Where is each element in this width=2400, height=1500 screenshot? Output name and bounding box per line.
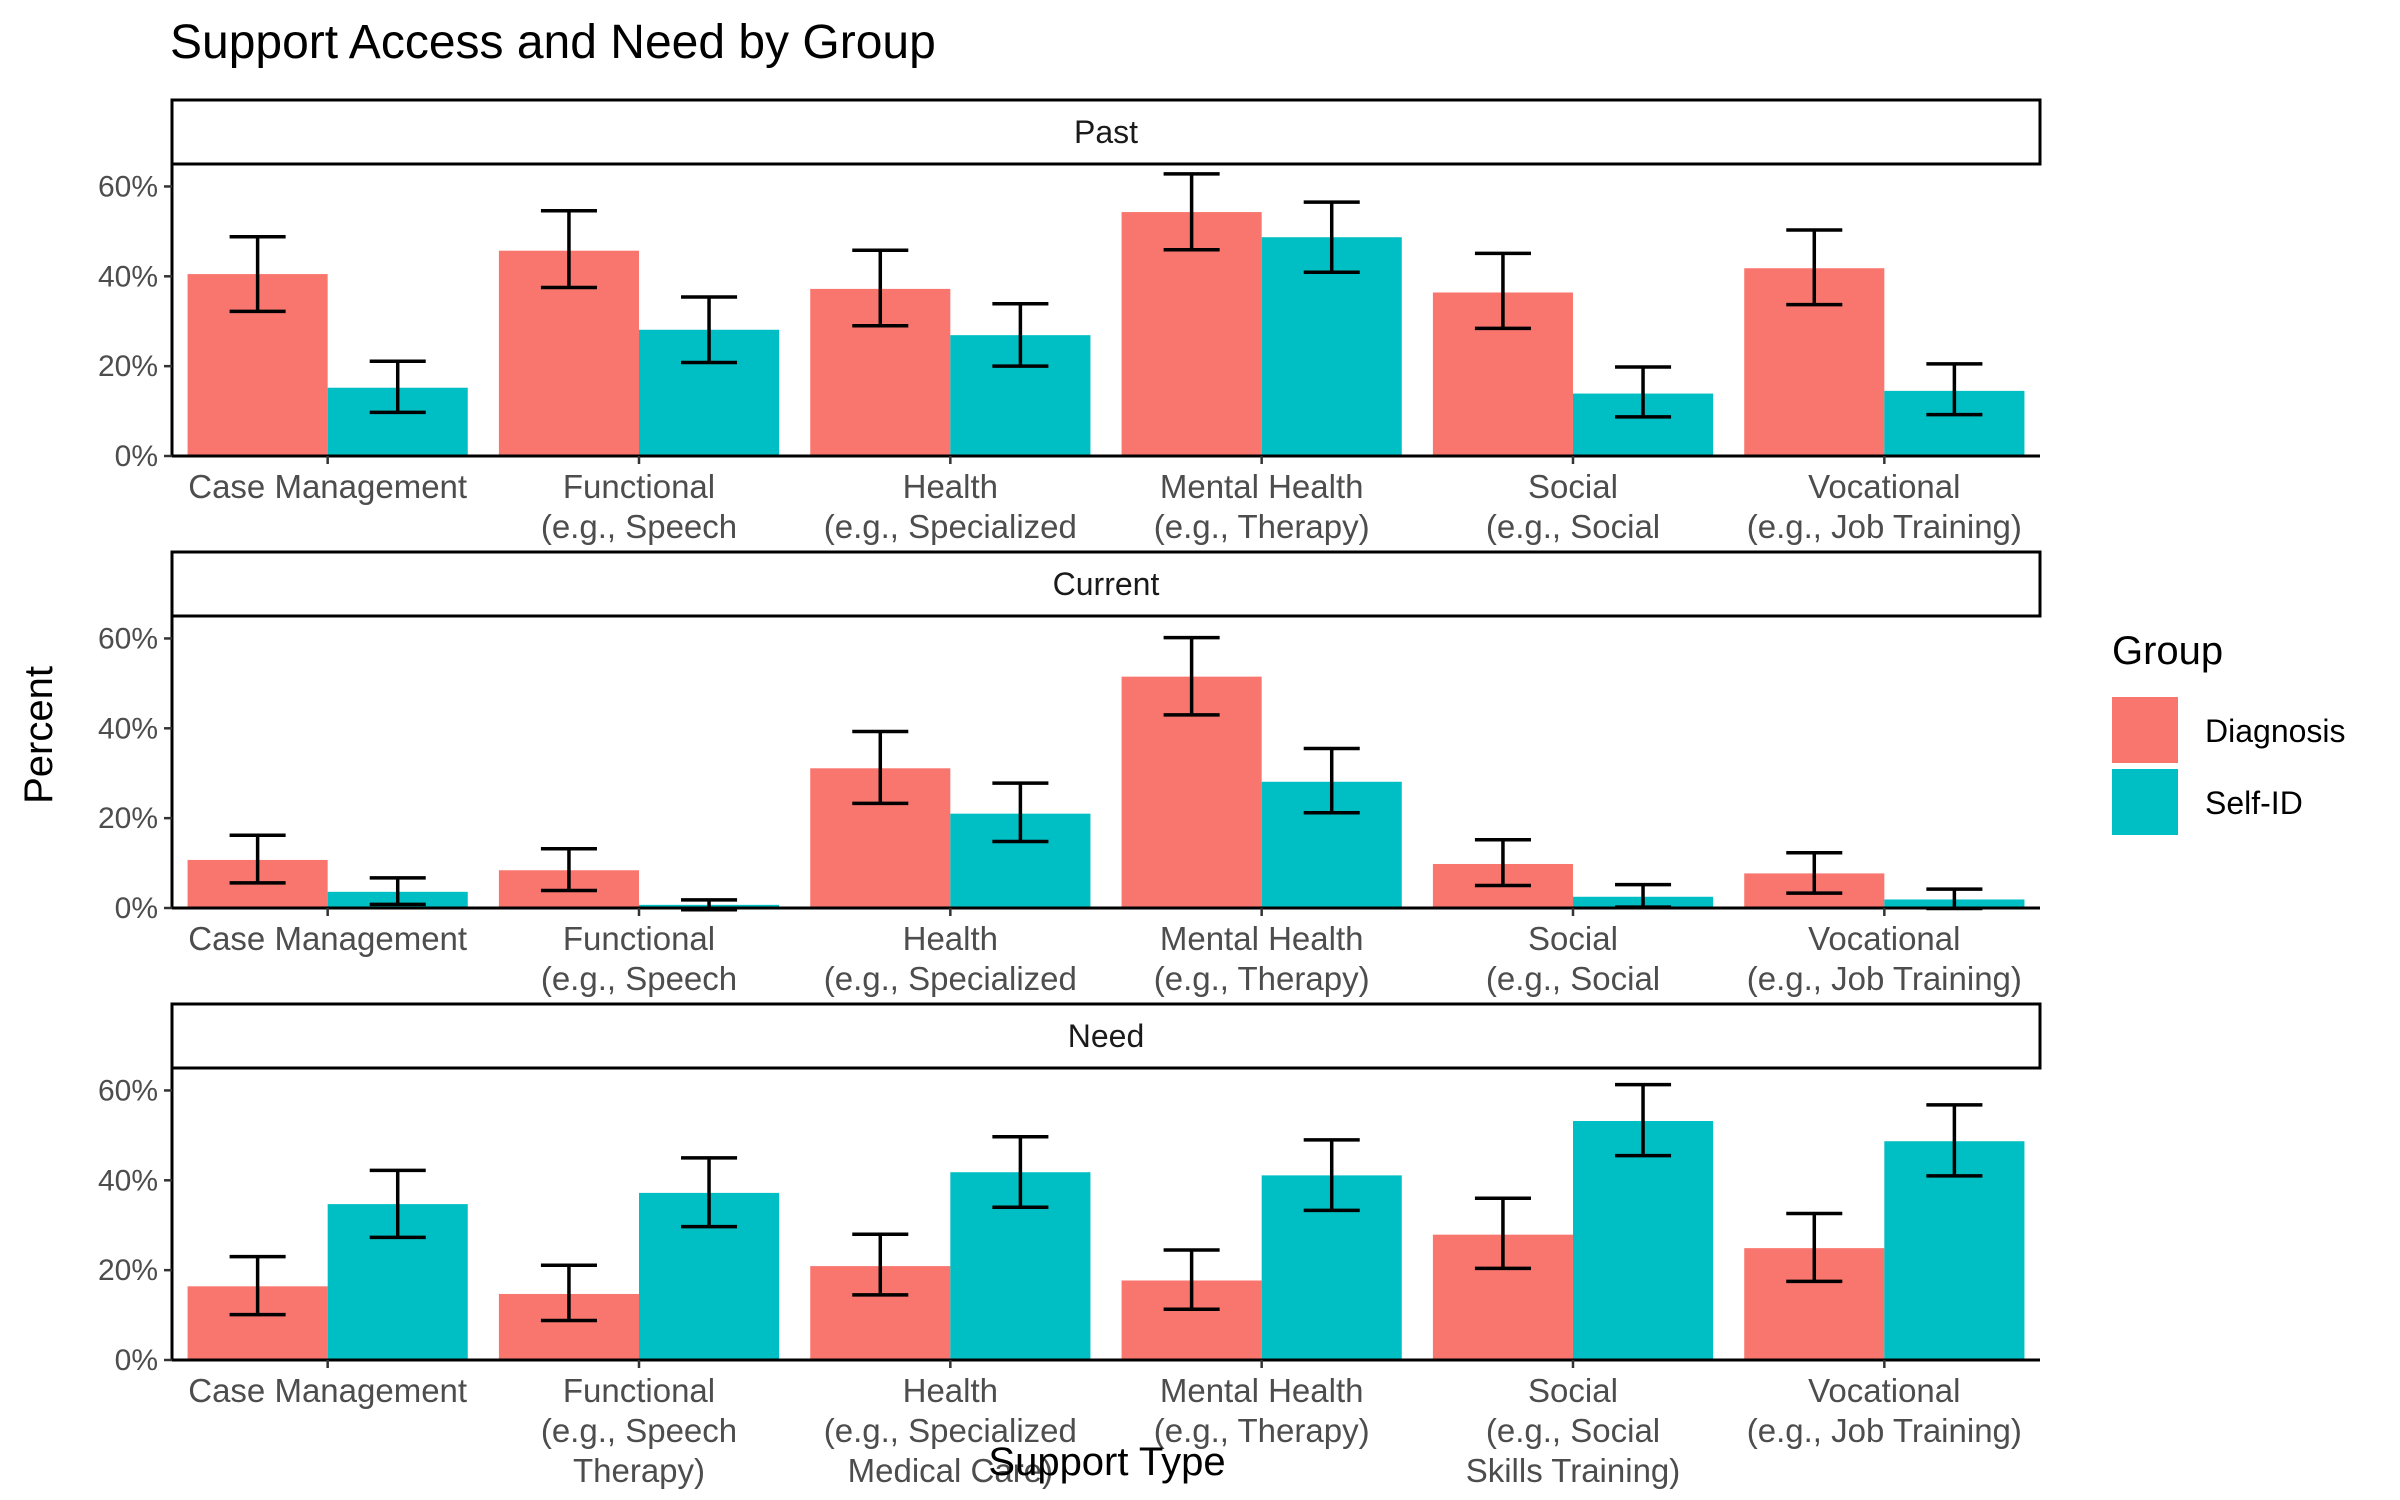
error-bar-diagnosis-3 [1163, 1248, 1220, 1311]
error-bar-diagnosis-2 [852, 248, 909, 328]
error-bar-self-id-4 [1615, 365, 1672, 419]
y-tick-label: 60% [98, 622, 158, 655]
facet-strip [170, 98, 2042, 166]
legend-key-diagnosis [2112, 697, 2178, 763]
y-tick-label: 0% [115, 1344, 158, 1377]
error-bar-diagnosis-1 [540, 208, 597, 290]
error-bar-diagnosis-3 [1163, 172, 1220, 252]
bar-self-id-5 [1884, 1141, 2025, 1360]
error-bar-diagnosis-4 [1474, 251, 1531, 331]
x-tick-label: Mental Health (e.g., Therapy) [1154, 468, 1370, 545]
error-bar-diagnosis-3 [1163, 635, 1220, 717]
legend-key-self-id [2112, 769, 2178, 835]
y-tick-label: 0% [115, 440, 158, 473]
error-bar-diagnosis-4 [1474, 837, 1531, 888]
chart-panels: Past 0% 20% 40% 60% Case Management Functional… [98, 98, 2042, 1489]
error-bar-diagnosis-5 [1786, 850, 1843, 895]
legend-items: Diagnosis Self-ID [2112, 697, 2346, 835]
error-bar-self-id-1 [681, 295, 738, 365]
error-bar-self-id-2 [992, 781, 1049, 844]
facet-strip [170, 1002, 2042, 1070]
legend: Group Diagnosis Self-ID [2112, 629, 2346, 835]
y-tick-label: 20% [98, 1254, 158, 1287]
error-bar-self-id-3 [1303, 200, 1360, 275]
y-axis-title: Percent [17, 666, 61, 804]
error-bar-self-id-3 [1303, 1138, 1360, 1213]
legend-title: Group [2112, 629, 2223, 673]
error-bar-self-id-1 [681, 1156, 738, 1229]
error-bar-self-id-4 [1615, 1082, 1672, 1158]
bar-self-id-4 [1573, 1121, 1714, 1360]
y-tick-label: 20% [98, 802, 158, 835]
error-bar-self-id-5 [1926, 362, 1983, 417]
panel-need: Need 0% 20% 40% 60% Case Management Functional… [98, 1002, 2042, 1489]
y-tick-label: 40% [98, 260, 158, 293]
error-bar-diagnosis-1 [540, 1263, 597, 1323]
legend-label-self-id: Self-ID [2205, 785, 2303, 821]
bar-diagnosis-3 [1121, 212, 1262, 456]
error-bar-self-id-2 [992, 301, 1049, 368]
x-tick-label: Vocational (e.g., Job Training) [1747, 920, 2022, 997]
error-bar-self-id-0 [369, 359, 426, 415]
chart-title: Support Access and Need by Group [170, 16, 936, 69]
y-tick-label: 40% [98, 712, 158, 745]
error-bar-self-id-3 [1303, 746, 1360, 815]
x-tick-label: Case Management [188, 920, 467, 957]
x-axis-title: Support Type [988, 1440, 1225, 1484]
error-bar-diagnosis-0 [229, 833, 286, 885]
y-tick-label: 60% [98, 170, 158, 203]
y-tick-label: 40% [98, 1164, 158, 1197]
x-tick-label: Case Management [188, 1372, 467, 1409]
error-bar-diagnosis-0 [229, 235, 286, 314]
facet-strip-label: Need [1068, 1018, 1145, 1054]
error-bar-diagnosis-1 [540, 846, 597, 893]
legend-label-diagnosis: Diagnosis [2205, 713, 2346, 749]
x-tick-label: Mental Health (e.g., Therapy) [1154, 920, 1370, 997]
error-bar-diagnosis-5 [1786, 228, 1843, 307]
error-bar-diagnosis-4 [1474, 1196, 1531, 1271]
error-bar-diagnosis-0 [229, 1254, 286, 1317]
error-bar-self-id-2 [992, 1134, 1049, 1210]
y-tick-label: 60% [98, 1074, 158, 1107]
x-tick-label: Vocational (e.g., Job Training) [1747, 468, 2022, 545]
error-bar-self-id-0 [369, 876, 426, 907]
error-bar-diagnosis-5 [1786, 1211, 1843, 1284]
x-tick-label: Case Management [188, 468, 467, 505]
error-bar-self-id-0 [369, 1168, 426, 1240]
error-bar-diagnosis-2 [852, 1232, 909, 1297]
error-bar-self-id-5 [1926, 1103, 1983, 1178]
x-tick-label: Vocational (e.g., Job Training) [1747, 1372, 2022, 1449]
facet-strip-label: Current [1053, 566, 1160, 602]
y-tick-label: 0% [115, 892, 158, 925]
y-tick-label: 20% [98, 350, 158, 383]
error-bar-diagnosis-2 [852, 729, 909, 806]
facet-strip [170, 550, 2042, 618]
x-tick-label: Mental Health (e.g., Therapy) [1154, 1372, 1370, 1449]
facet-strip-label: Past [1074, 114, 1138, 150]
